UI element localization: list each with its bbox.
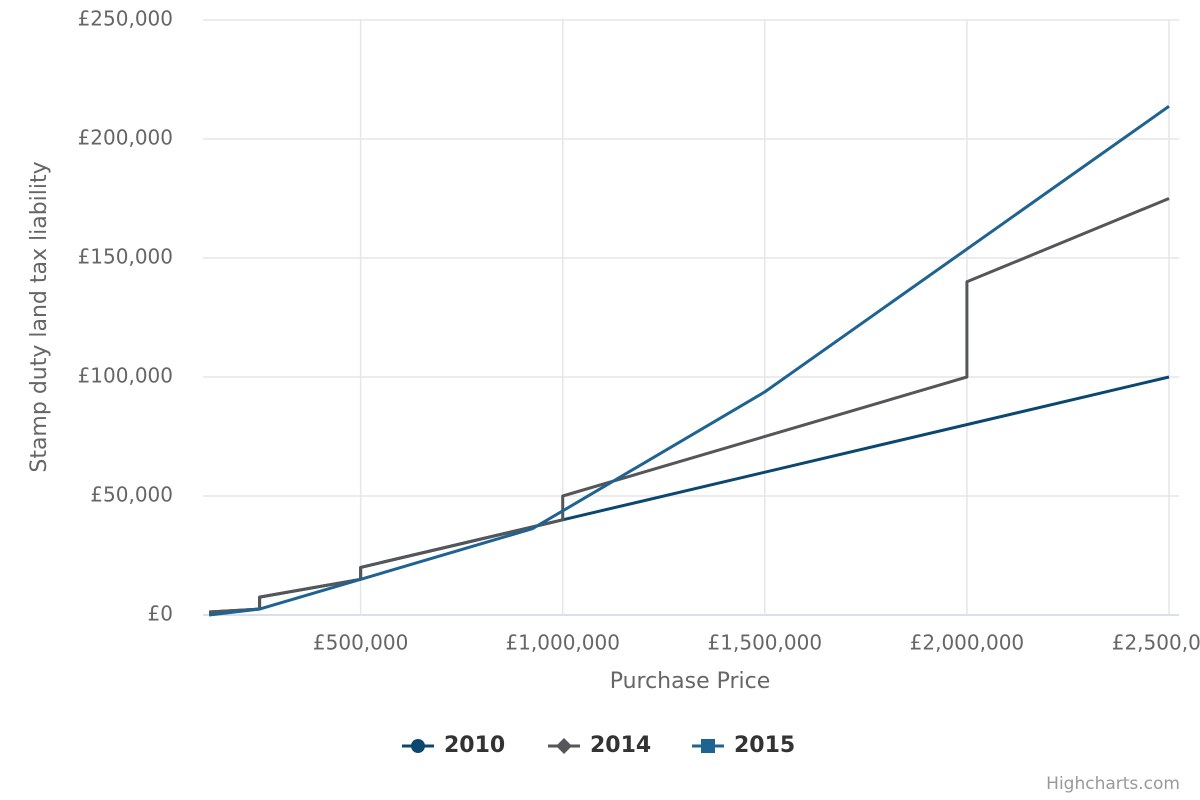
legend-marker — [701, 739, 715, 753]
x-tick-label: £2,000,000 — [910, 631, 1025, 655]
legend-item[interactable]: 2014 — [548, 733, 651, 758]
legend-label: 2015 — [734, 733, 795, 758]
y-axis-title: Stamp duty land tax liability — [27, 161, 52, 472]
credit: Highcharts.com — [1046, 774, 1180, 794]
x-tick-label: £500,000 — [313, 631, 408, 655]
x-axis-title: Purchase Price — [610, 669, 771, 694]
x-tick-label: £1,000,000 — [505, 631, 620, 655]
y-tick-label: £100,000 — [78, 364, 173, 388]
legend-item[interactable]: 2010 — [402, 733, 505, 758]
legend-label: 2010 — [444, 733, 505, 758]
x-tick-label: £2,500,000 — [1112, 631, 1200, 655]
y-tick-label: £200,000 — [78, 126, 173, 150]
y-tick-label: £50,000 — [90, 483, 173, 507]
x-tick-label: £1,500,000 — [708, 631, 823, 655]
legend-marker — [556, 738, 572, 754]
legend-label: 2014 — [590, 733, 651, 758]
legend-marker — [411, 739, 425, 753]
y-tick-label: £150,000 — [78, 245, 173, 269]
series-line — [208, 105, 1170, 617]
y-tick-label: £0 — [148, 602, 173, 626]
series-line — [208, 197, 1170, 614]
series-line — [208, 375, 1170, 614]
legend-item[interactable]: 2015 — [692, 733, 795, 758]
y-tick-label: £250,000 — [78, 7, 173, 31]
